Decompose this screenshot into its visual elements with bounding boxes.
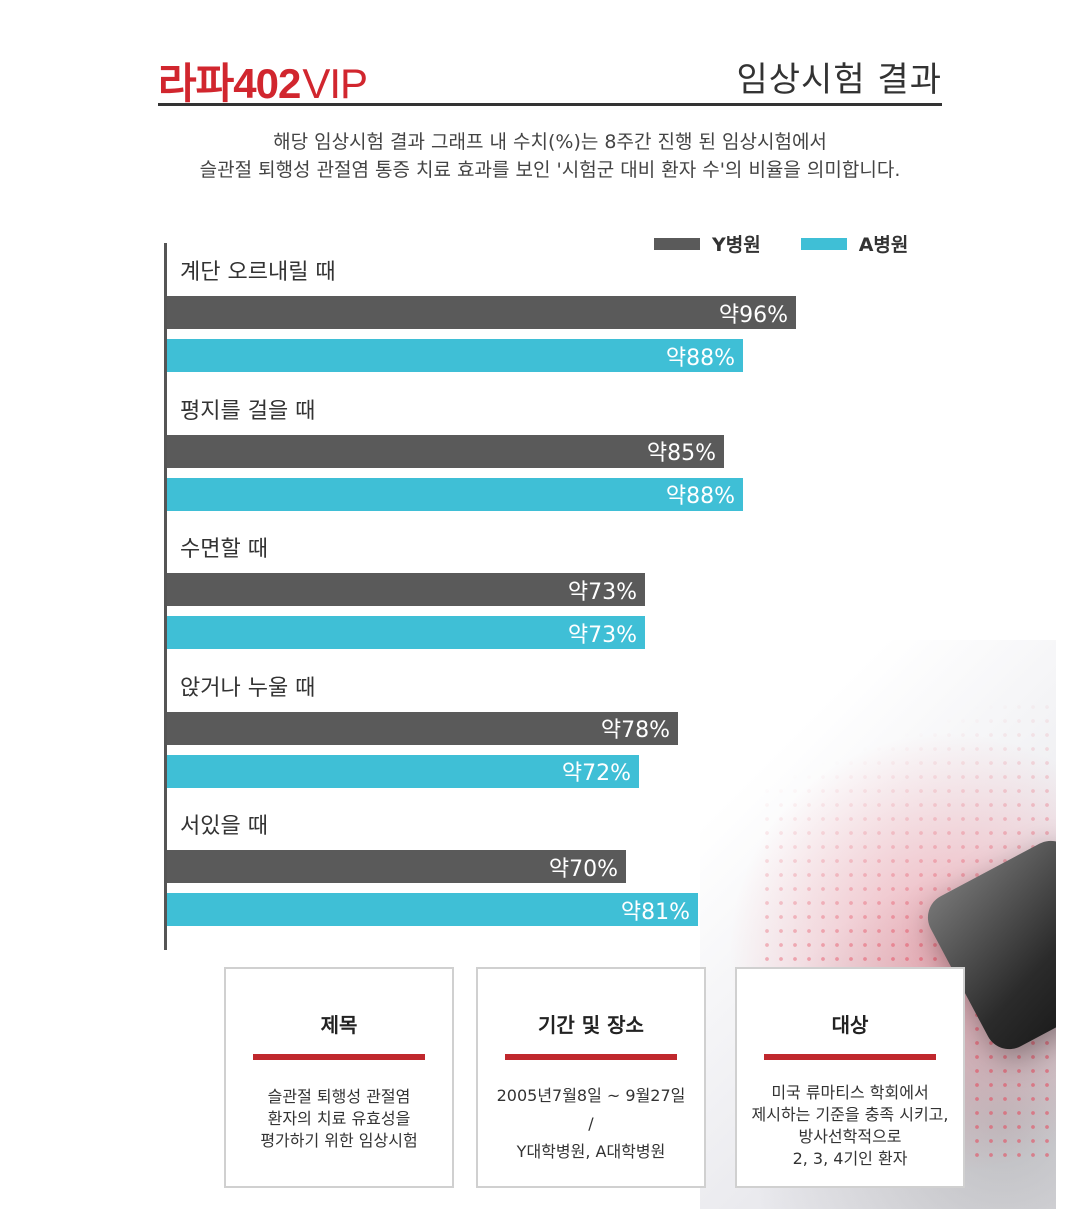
card-line: 2005년7월8일 ~ 9월27일: [496, 1086, 686, 1105]
card-line: 환자의 치료 유효성을: [267, 1109, 411, 1128]
logo-brand-text: 라파402: [158, 60, 301, 107]
card-heading: 기간 및 장소: [538, 1013, 644, 1037]
card-line: 2, 3, 4기인 환자: [792, 1149, 908, 1168]
card-body: 미국 류마티스 학회에서 제시하는 기준을 충족 시키고, 방사선학적으로 2,…: [737, 1082, 963, 1170]
bar-a-hospital: 약81%: [167, 893, 698, 926]
bar-a-hospital: 약73%: [167, 616, 645, 649]
card-line: 슬관절 퇴행성 관절염: [267, 1087, 411, 1106]
card-divider: [505, 1054, 677, 1060]
card-line: Y대학병원, A대학병원: [516, 1142, 666, 1161]
category-label: 평지를 걸을 때: [180, 398, 316, 424]
bar-y-hospital: 약70%: [167, 850, 626, 883]
bar-y-hospital: 약85%: [167, 434, 724, 468]
category-label: 수면할 때: [180, 537, 268, 562]
info-card-period: 기간 및 장소 2005년7월8일 ~ 9월27일 / Y대학병원, A대학병원: [476, 967, 706, 1188]
logo-vip-text: VIP: [302, 60, 368, 107]
category-label: 계단 오르내릴 때: [180, 260, 336, 285]
card-line: 미국 류마티스 학회에서: [771, 1083, 929, 1102]
card-divider: [253, 1054, 425, 1060]
info-card-title: 제목 슬관절 퇴행성 관절염 환자의 치료 유효성을 평가하기 위한 임상시험: [224, 967, 454, 1188]
legend-item-a: A병원: [800, 230, 909, 257]
chart-description: 해당 임상시험 결과 그래프 내 수치(%)는 8주간 진행 된 임상시험에서 …: [100, 128, 1000, 184]
legend-label-y: Y병원: [712, 234, 761, 256]
card-line: 방사선학적으로: [798, 1127, 902, 1146]
card-line: 평가하기 위한 임상시험: [260, 1131, 418, 1150]
card-line: /: [588, 1114, 594, 1133]
legend-label-a: A병원: [858, 234, 909, 256]
card-line: 제시하는 기준을 충족 시키고,: [751, 1105, 949, 1124]
description-line-2: 슬관절 퇴행성 관절염 통증 치료 효과를 보인 '시험군 대비 환자 수'의 …: [199, 159, 901, 181]
category-label: 앉거나 누울 때: [180, 675, 316, 701]
bar-a-hospital: 약72%: [167, 754, 639, 788]
description-line-1: 해당 임상시험 결과 그래프 내 수치(%)는 8주간 진행 된 임상시험에서: [273, 131, 827, 153]
legend-item-y: Y병원: [654, 230, 761, 257]
info-card-subjects: 대상 미국 류마티스 학회에서 제시하는 기준을 충족 시키고, 방사선학적으로…: [735, 967, 965, 1188]
page-title: 임상시험 결과: [736, 60, 942, 100]
header-divider: [158, 103, 942, 106]
card-body: 2005년7월8일 ~ 9월27일 / Y대학병원, A대학병원: [478, 1082, 704, 1166]
bar-y-hospital: 약96%: [167, 296, 796, 329]
bar-y-hospital: 약78%: [167, 711, 678, 745]
card-body: 슬관절 퇴행성 관절염 환자의 치료 유효성을 평가하기 위한 임상시험: [226, 1086, 452, 1152]
chart-legend: Y병원 A병원: [654, 230, 948, 257]
category-label: 서있을 때: [180, 814, 268, 839]
legend-swatch-y: [654, 237, 700, 250]
chart-axis: [164, 243, 167, 950]
bar-a-hospital: 약88%: [167, 477, 743, 511]
bar-a-hospital: 약88%: [167, 339, 743, 372]
card-heading: 제목: [320, 1013, 358, 1037]
card-heading: 대상: [831, 1013, 869, 1037]
bar-y-hospital: 약73%: [167, 573, 645, 606]
card-divider: [764, 1054, 936, 1060]
legend-swatch-a: [800, 237, 847, 250]
brand-logo: 라파402 VIP: [158, 50, 368, 107]
right-margin: [1056, 640, 1080, 1209]
